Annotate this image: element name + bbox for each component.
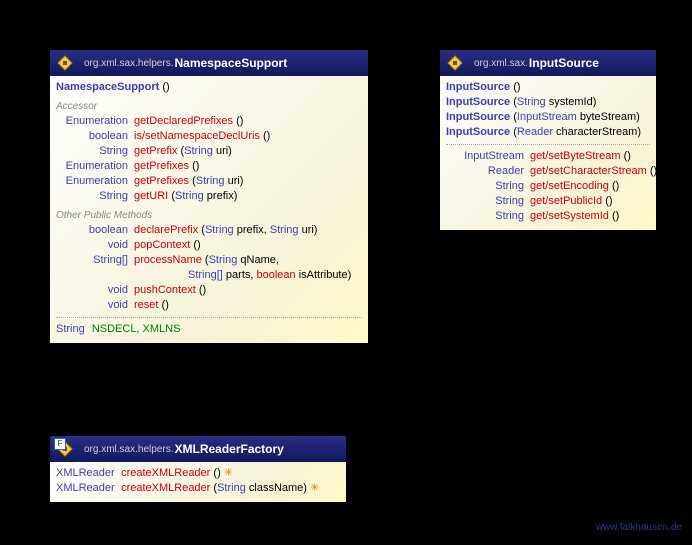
card-inputsource: org.xml.sax. InputSource InputSource ()I… xyxy=(440,50,656,230)
method: voidpopContext () xyxy=(56,238,362,253)
method: voidreset () xyxy=(56,298,362,313)
package-label: org.xml.sax.helpers. xyxy=(84,58,173,69)
method-cont: String[] parts, boolean isAttribute) xyxy=(56,268,362,283)
method: Readerget/setCharacterStream () xyxy=(446,164,650,179)
method: XMLReader createXMLReader () ✳ xyxy=(56,466,340,481)
method: EnumerationgetPrefixes (String uri) xyxy=(56,174,362,189)
method: StringgetPrefix (String uri) xyxy=(56,144,362,159)
package-label: org.xml.sax. xyxy=(474,58,528,69)
method: booleanis/setNamespaceDeclUris () xyxy=(56,129,362,144)
method: Stringget/setEncoding () xyxy=(446,179,650,194)
final-badge: F xyxy=(54,438,66,450)
card-namespacesupport: org.xml.sax.helpers. NamespaceSupport Na… xyxy=(50,50,368,343)
class-icon xyxy=(446,54,464,72)
class-label: NamespaceSupport xyxy=(174,56,287,70)
title-bar: org.xml.sax.helpers. NamespaceSupport xyxy=(50,50,368,76)
section-accessor: Accessor xyxy=(56,99,362,114)
card-body: NamespaceSupport () Accessor Enumeration… xyxy=(50,76,368,343)
fields: String NSDECL, XMLNS xyxy=(56,322,362,337)
method: Stringget/setSystemId () xyxy=(446,209,650,224)
title-bar: F org.xml.sax.helpers. XMLReaderFactory xyxy=(50,436,346,462)
title-bar: org.xml.sax. InputSource xyxy=(440,50,656,76)
method: StringgetURI (String prefix) xyxy=(56,189,362,204)
method: XMLReader createXMLReader (String classN… xyxy=(56,481,340,496)
divider xyxy=(56,317,362,318)
constructor: NamespaceSupport () xyxy=(56,80,362,95)
section-methods: Other Public Methods xyxy=(56,208,362,223)
constructor: InputSource (String systemId) xyxy=(446,95,650,110)
constructor: InputSource (InputStream byteStream) xyxy=(446,110,650,125)
footer-link[interactable]: www.falkhausen.de xyxy=(596,522,682,533)
constructor: InputSource () xyxy=(446,80,650,95)
class-label: XMLReaderFactory xyxy=(174,442,283,456)
card-xmlreaderfactory: F org.xml.sax.helpers. XMLReaderFactory … xyxy=(50,436,346,502)
class-icon: F xyxy=(56,440,74,458)
class-icon xyxy=(56,54,74,72)
card-body: XMLReader createXMLReader () ✳XMLReader … xyxy=(50,462,346,502)
method: booleandeclarePrefix (String prefix, Str… xyxy=(56,223,362,238)
method: InputStreamget/setByteStream () xyxy=(446,149,650,164)
method: EnumerationgetDeclaredPrefixes () xyxy=(56,114,362,129)
method: Stringget/setPublicId () xyxy=(446,194,650,209)
package-label: org.xml.sax.helpers. xyxy=(84,444,173,455)
divider xyxy=(446,144,650,145)
method: String[]processName (String qName, xyxy=(56,253,362,268)
method: EnumerationgetPrefixes () xyxy=(56,159,362,174)
method: voidpushContext () xyxy=(56,283,362,298)
class-label: InputSource xyxy=(529,56,599,70)
card-body: InputSource ()InputSource (String system… xyxy=(440,76,656,230)
constructor: InputSource (Reader characterStream) xyxy=(446,125,650,140)
